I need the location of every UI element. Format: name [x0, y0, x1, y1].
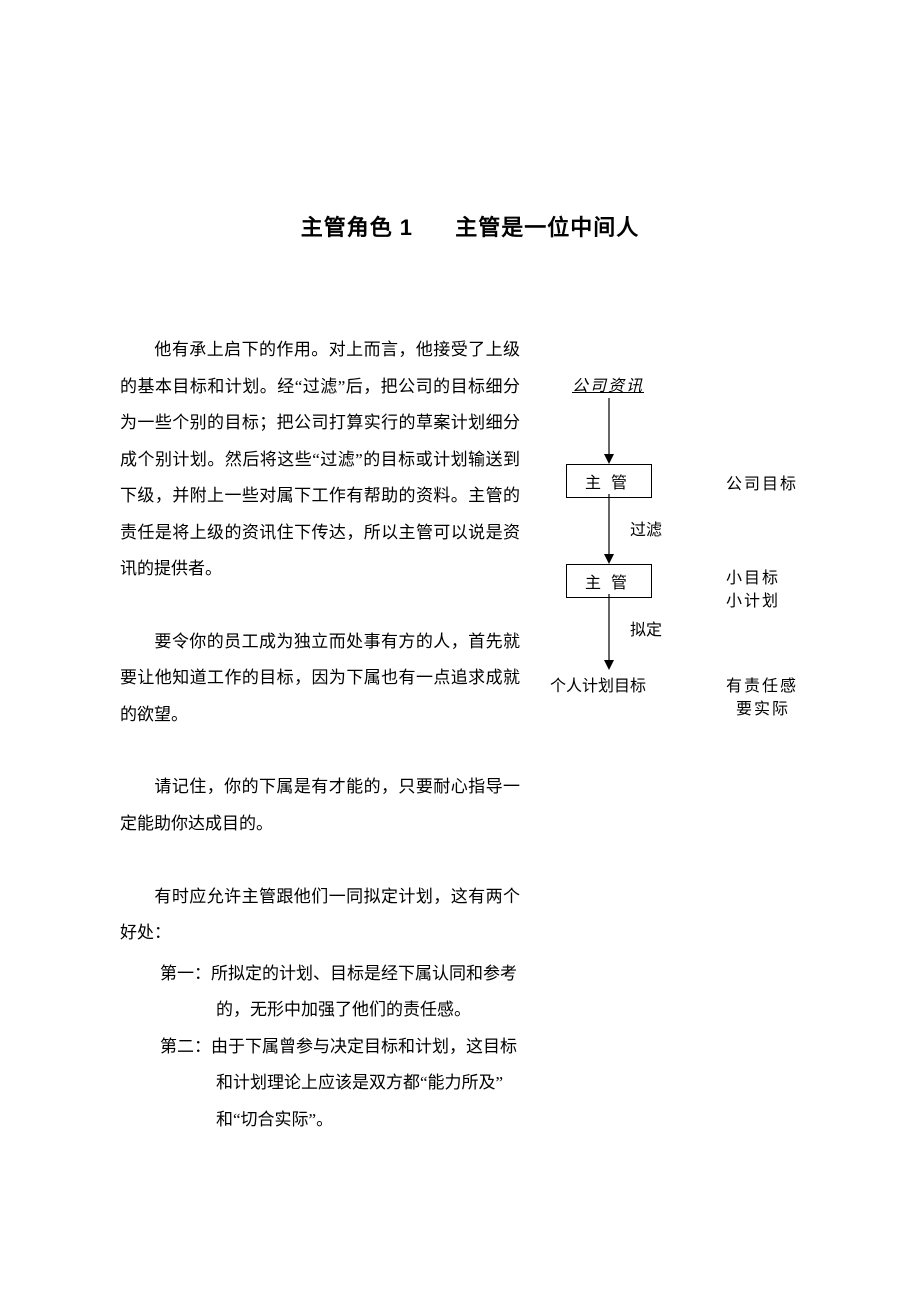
annotation-small-plan: 小计划: [726, 587, 780, 611]
flowchart-edge-label-filter: 过滤: [630, 516, 662, 540]
annotation-practical: 要实际: [736, 695, 790, 719]
paragraph-4: 有时应允许主管跟他们一同拟定计划，这有两个好处：: [120, 879, 520, 952]
benefit-list: 第一：所拟定的计划、目标是经下属认同和参考 的，无形中加强了他们的责任感。 第二…: [120, 956, 520, 1139]
annotation-responsibility: 有责任感: [726, 672, 798, 696]
flowchart-node-1: 主管: [566, 464, 652, 498]
annotation-small-goal: 小目标: [726, 564, 780, 588]
diagram-column: 公司资讯 主管 过滤 主管 拟定 个人计划目标 公: [546, 332, 826, 1232]
arrow-3: [608, 594, 610, 670]
flowchart-output-label: 个人计划目标: [550, 672, 646, 696]
paragraph-2: 要令你的员工成为独立而处事有方的人，首先就要让他知道工作的目标，因为下属也有一点…: [120, 624, 520, 734]
arrow-1: [608, 398, 610, 464]
page-title: 主管角色 1 主管是一位中间人: [120, 210, 820, 242]
paragraph-3: 请记住，你的下属是有才能的，只要耐心指导一定能助你达成目的。: [120, 769, 520, 842]
arrow-2: [608, 494, 610, 564]
list-item-1: 第一：所拟定的计划、目标是经下属认同和参考 的，无形中加强了他们的责任感。: [120, 956, 520, 1029]
flowchart-source-label: 公司资讯: [572, 372, 644, 396]
title-part1: 主管角色 1: [301, 215, 413, 240]
list-item-2: 第二：由于下属曾参与决定目标和计划，这目标 和计划理论上应该是双方都“能力所及”…: [120, 1029, 520, 1139]
flowchart-node-2: 主管: [566, 564, 652, 598]
flowchart: 公司资讯 主管 过滤 主管 拟定 个人计划目标 公: [546, 372, 826, 792]
paragraph-1: 他有承上启下的作用。对上而言，他接受了上级的基本目标和计划。经“过滤”后，把公司…: [120, 332, 520, 588]
annotation-company-goal: 公司目标: [726, 470, 798, 494]
flowchart-edge-label-draft: 拟定: [630, 616, 662, 640]
title-part2: 主管是一位中间人: [455, 215, 639, 240]
body-text-column: 他有承上启下的作用。对上而言，他接受了上级的基本目标和计划。经“过滤”后，把公司…: [120, 332, 520, 1232]
